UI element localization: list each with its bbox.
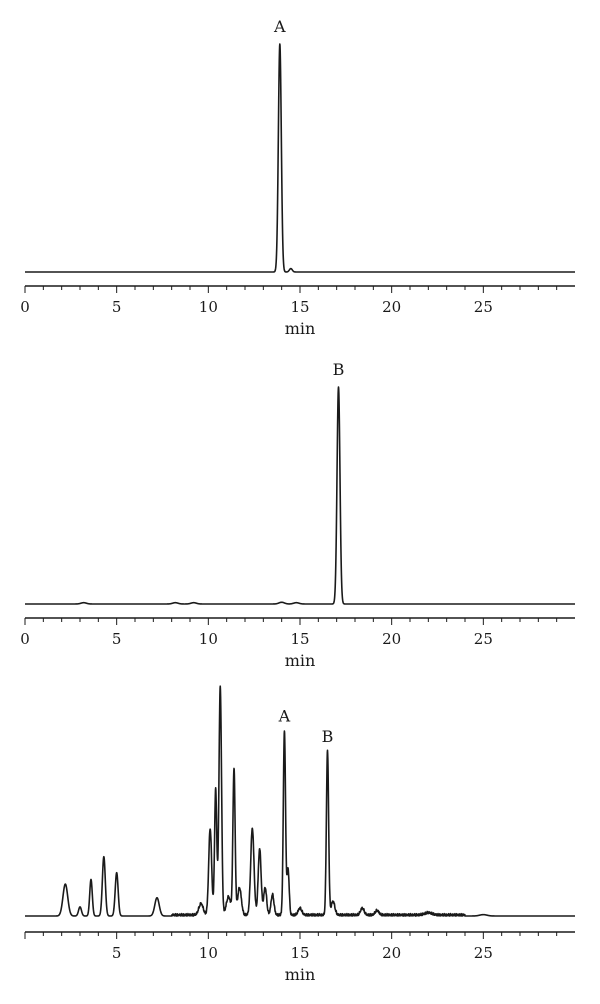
peak-label-a: A	[273, 17, 286, 36]
x-tick-label: 25	[474, 298, 493, 316]
x-tick-label: 20	[382, 944, 401, 962]
x-axis-title: min	[285, 651, 316, 670]
x-tick-label: 5	[112, 944, 122, 962]
chromatogram-panel-top: 0 5 10 15 20 25 min A	[20, 17, 576, 338]
x-tick-label: 20	[382, 630, 401, 648]
x-tick-label: 0	[20, 298, 30, 316]
peak-label-b: B	[322, 727, 334, 746]
x-tick-label: 5	[112, 630, 122, 648]
x-tick-label: 0	[20, 630, 30, 648]
peak-label-b: B	[333, 360, 345, 379]
x-tick-label: 10	[199, 298, 218, 316]
x-axis-title: min	[285, 319, 316, 338]
x-axis-title: min	[285, 965, 316, 984]
x-tick-label: 15	[290, 630, 309, 648]
chromatogram-trace	[24, 685, 576, 917]
x-tick-label: 15	[290, 298, 309, 316]
x-tick-label: 5	[112, 298, 122, 316]
x-tick-label: 10	[199, 630, 218, 648]
chromatogram-panel-middle: 0 5 10 15 20 25 min B	[20, 360, 576, 670]
chromatogram-panel-bottom: 5 10 15 20 25 min A B	[24, 685, 576, 984]
x-tick-label: 15	[290, 944, 309, 962]
peak-label-a: A	[278, 706, 291, 725]
x-tick-label: 25	[474, 630, 493, 648]
chromatogram-trace	[24, 386, 576, 605]
x-tick-label: 10	[199, 944, 218, 962]
x-tick-label: 25	[474, 944, 493, 962]
x-tick-label: 20	[382, 298, 401, 316]
chromatogram-trace	[24, 43, 576, 273]
